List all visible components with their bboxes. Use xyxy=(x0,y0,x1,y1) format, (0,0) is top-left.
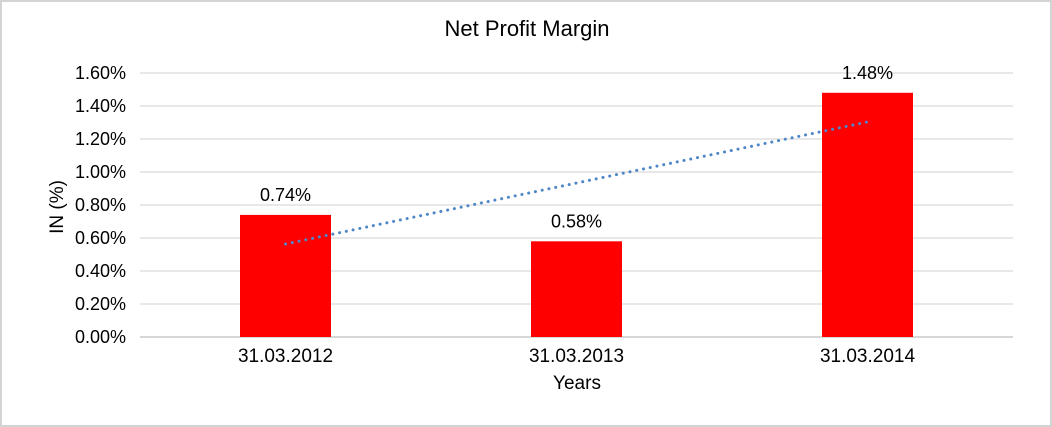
category-label: 31.03.2012 xyxy=(238,346,333,367)
bar-data-label: 0.58% xyxy=(551,211,602,231)
bar xyxy=(822,92,913,337)
x-axis-title: Years xyxy=(553,373,601,394)
bar xyxy=(240,214,331,337)
bar-data-label: 0.74% xyxy=(260,185,311,205)
y-tick-label: 0.80% xyxy=(75,195,126,215)
category-label: 31.03.2014 xyxy=(820,346,916,367)
y-tick-label: 0.40% xyxy=(75,261,126,281)
bar-data-label: 1.48% xyxy=(842,63,893,83)
bar xyxy=(531,241,622,337)
y-tick-label: 1.20% xyxy=(75,129,126,149)
chart-title: Net Profit Margin xyxy=(444,16,610,41)
y-tick-label: 0.60% xyxy=(75,228,126,248)
y-tick-label: 0.00% xyxy=(75,327,126,347)
y-tick-label: 1.60% xyxy=(75,63,126,83)
y-tick-label: 0.20% xyxy=(75,294,126,314)
y-tick-label: 1.40% xyxy=(75,96,126,116)
y-tick-label: 1.00% xyxy=(75,162,126,182)
category-label: 31.03.2013 xyxy=(529,346,624,367)
trendline xyxy=(284,120,869,246)
